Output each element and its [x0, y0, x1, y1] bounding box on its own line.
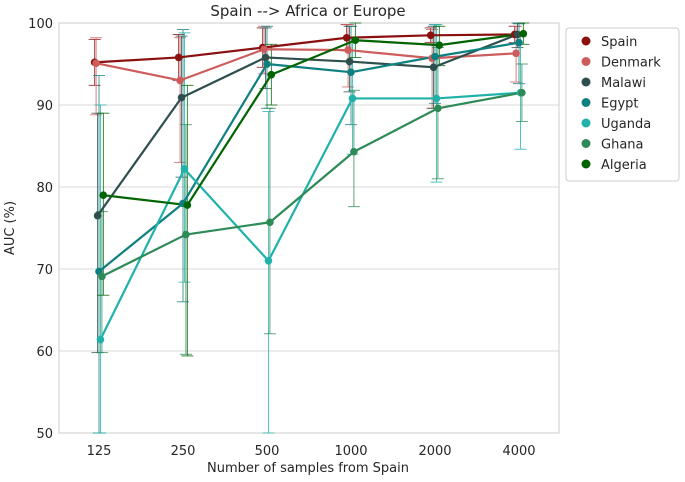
x-tick-label: 500: [255, 444, 280, 459]
errorbar: [181, 84, 194, 357]
data-point: [519, 29, 528, 38]
series-line-layer: [94, 32, 524, 341]
series-line: [94, 33, 515, 64]
errorbar: [178, 32, 191, 283]
y-axis-label: AUC (%): [3, 201, 18, 255]
data-point: [264, 257, 273, 265]
data-point: [342, 33, 351, 42]
data-point: [93, 211, 102, 220]
legend-marker: [581, 57, 591, 66]
data-point: [512, 49, 520, 58]
errorbar: [90, 37, 103, 116]
data-point: [98, 272, 106, 281]
data-point: [99, 191, 108, 199]
data-point: [429, 63, 438, 72]
data-point: [432, 94, 441, 103]
legend-frame: [565, 27, 680, 182]
tick-layer: 50 60 70 80 90 100 125 250 500 1000 2000 4000: [28, 17, 535, 459]
errorbar: [430, 24, 443, 183]
data-point: [351, 36, 360, 45]
legend-label: Egypt: [601, 97, 639, 112]
x-axis-label: Number of samples from Spain: [207, 461, 409, 476]
chart-title: Spain --> Africa or Europe: [210, 2, 405, 20]
x-tick-label: 250: [171, 444, 196, 459]
data-point: [96, 335, 105, 344]
data-point: [177, 93, 186, 102]
legend-marker: [581, 118, 591, 128]
y-tick-label: 50: [36, 427, 53, 442]
data-point: [350, 147, 358, 156]
errorbar: [179, 124, 192, 355]
y-tick-label: 100: [28, 17, 53, 32]
data-point: [513, 30, 522, 39]
data-point: [345, 57, 354, 66]
data-point: [174, 53, 183, 62]
point-layer: [90, 29, 528, 344]
data-point: [434, 104, 442, 113]
data-point: [515, 38, 523, 47]
legend-label: Malawi: [601, 76, 646, 91]
plot-frame: [58, 22, 560, 434]
data-point: [266, 218, 274, 227]
errorbar: [97, 112, 110, 296]
data-point: [263, 60, 271, 68]
legend-label: Uganda: [601, 117, 651, 132]
data-point: [92, 59, 100, 67]
series-line: [103, 32, 524, 207]
data-point: [348, 94, 357, 103]
x-tick-label: 125: [87, 444, 112, 459]
legend-label: Denmark: [601, 56, 661, 71]
legend-marker: [581, 98, 591, 107]
series-line: [96, 33, 518, 217]
data-point: [267, 70, 276, 79]
series-line: [98, 41, 520, 273]
series-line: [101, 91, 523, 278]
legend-marker: [581, 77, 591, 87]
data-point: [426, 31, 435, 40]
data-point: [435, 41, 444, 49]
legend: Spain Denmark Malawi Egypt Uganda Ghana Algeri…: [565, 27, 680, 182]
legend-marker: [581, 159, 591, 169]
data-point: [176, 76, 184, 85]
legend-label: Algeria: [601, 158, 647, 173]
legend-label: Spain: [601, 35, 637, 50]
legend-label: Ghana: [601, 138, 644, 153]
y-tick-label: 90: [36, 99, 53, 114]
series-line: [99, 91, 521, 341]
data-point: [344, 46, 352, 54]
data-point: [180, 165, 189, 173]
errorbar: [95, 211, 108, 354]
series-line: [95, 48, 517, 82]
data-point: [431, 52, 439, 61]
x-tick-label: 4000: [502, 444, 535, 459]
data-point: [182, 230, 190, 239]
legend-marker: [581, 139, 591, 148]
legend-marker: [581, 36, 591, 46]
data-point: [518, 88, 526, 97]
errorbar: [262, 111, 275, 434]
data-point: [261, 53, 270, 62]
grid-layer: [59, 22, 559, 434]
data-point: [347, 68, 355, 76]
data-point: [260, 45, 268, 54]
y-tick-label: 60: [36, 345, 53, 360]
y-tick-label: 70: [36, 263, 53, 278]
data-point: [183, 201, 192, 209]
x-tick-label: 1000: [334, 444, 367, 459]
x-tick-label: 2000: [418, 444, 451, 459]
y-tick-label: 80: [36, 181, 53, 196]
